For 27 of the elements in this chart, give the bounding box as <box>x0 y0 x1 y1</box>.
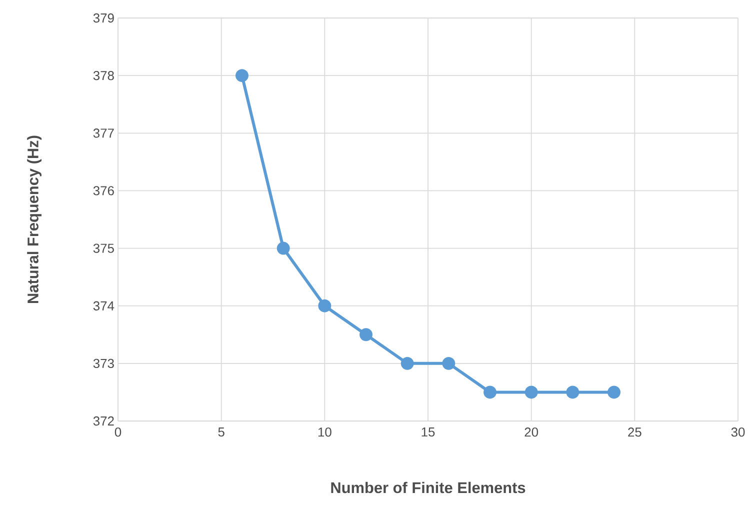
point <box>236 69 248 82</box>
x-tick-label: 15 <box>422 428 435 437</box>
point <box>524 386 538 399</box>
x-tick-label: 20 <box>524 428 538 437</box>
y-tick-label: 378 <box>93 70 114 80</box>
point <box>566 386 580 399</box>
point <box>608 386 620 399</box>
y-tick-label: 375 <box>93 244 114 253</box>
point <box>400 356 414 370</box>
y-axis-title: Natural Frequency (Hz) <box>27 136 42 303</box>
point <box>484 386 496 399</box>
y-tick-label: 377 <box>93 128 114 138</box>
point <box>276 242 290 255</box>
x-tick-label: 5 <box>218 428 224 437</box>
x-axis-title: Number of Finite Elements <box>331 482 526 494</box>
y-tick-label: 379 <box>93 13 114 23</box>
point <box>442 356 456 370</box>
x-tick-label: 25 <box>628 428 642 437</box>
y-tick-label: 372 <box>93 416 114 426</box>
x-tick-label: 0 <box>114 428 122 437</box>
point <box>360 328 372 342</box>
point <box>318 299 332 312</box>
y-tick-label: 374 <box>93 301 114 310</box>
y-tick-label: 373 <box>93 358 114 368</box>
x-tick-label: 30 <box>731 428 745 437</box>
y-tick-label: 376 <box>93 186 114 196</box>
x-tick-label: 10 <box>318 428 332 437</box>
